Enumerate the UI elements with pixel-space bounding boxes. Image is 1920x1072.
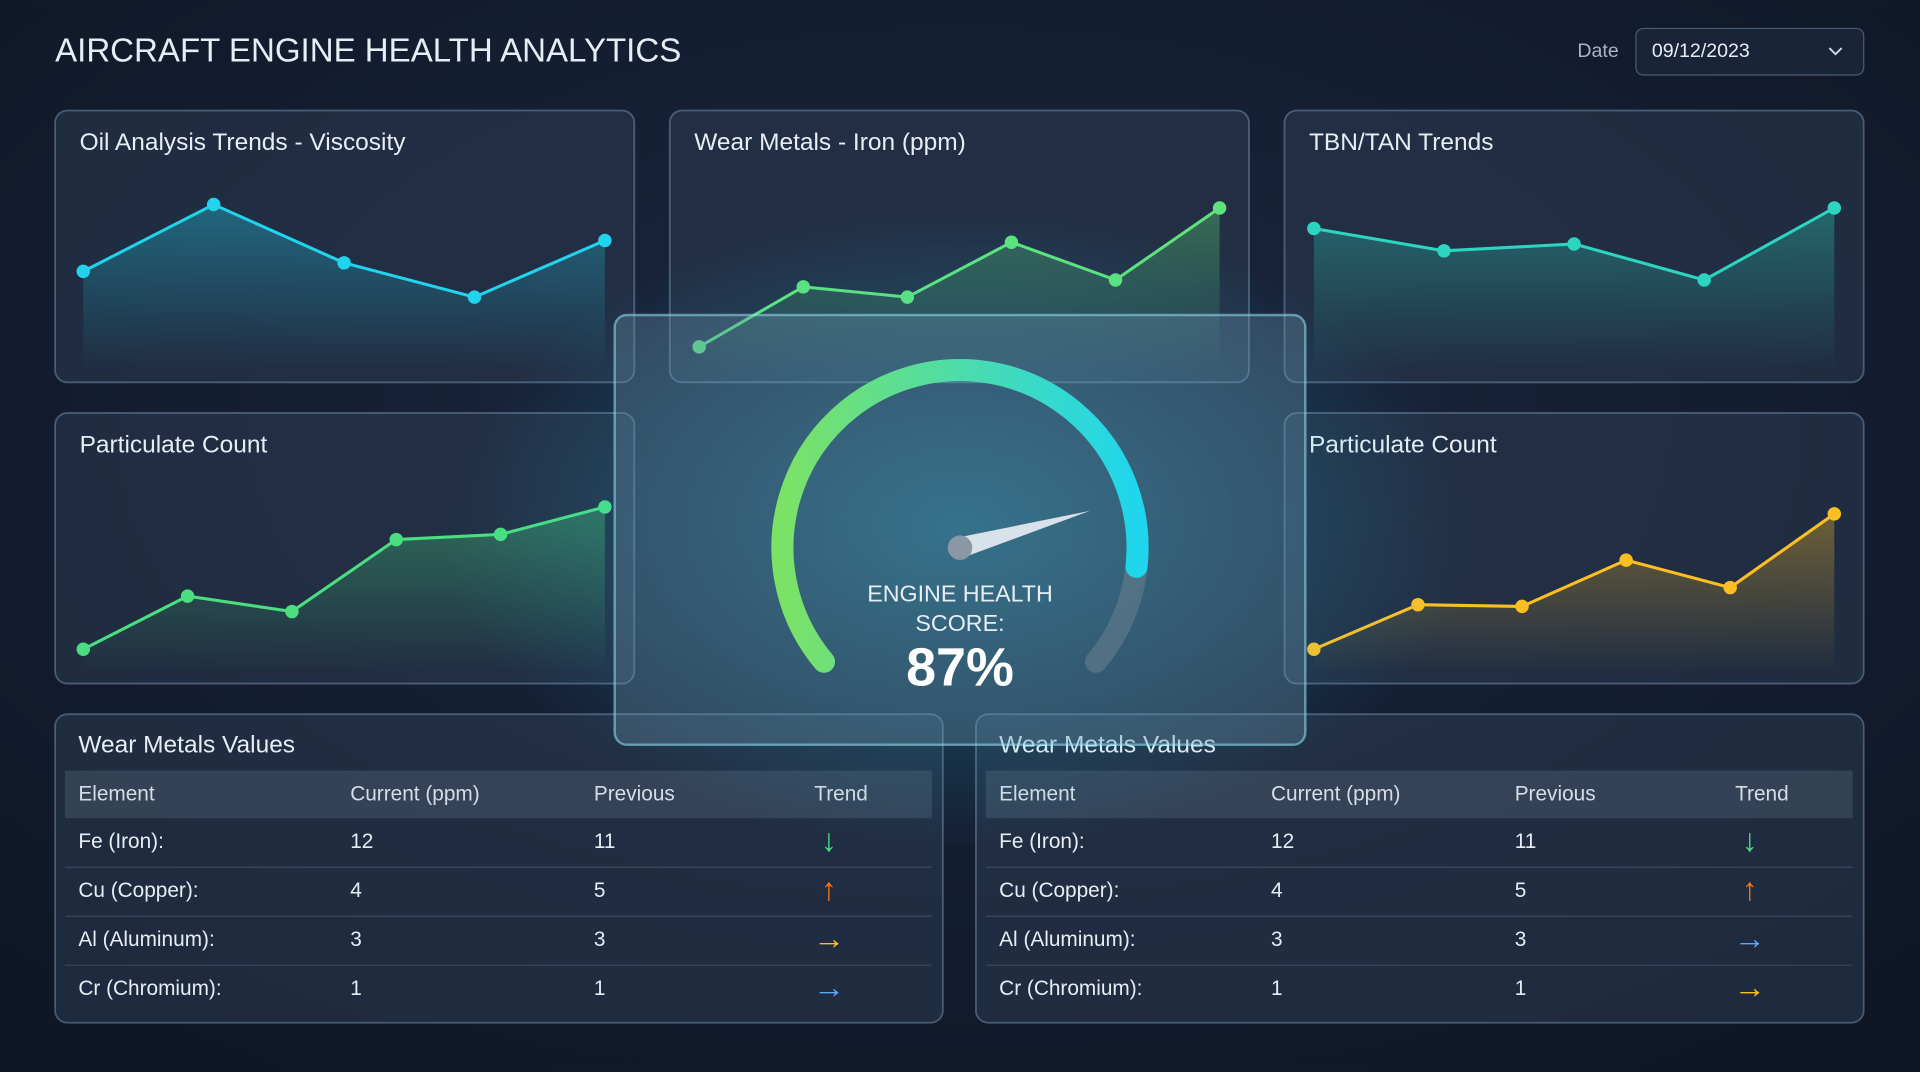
table-cell: 1: [1271, 977, 1283, 1000]
trend-arrow: →: [813, 920, 845, 956]
point: [1307, 221, 1321, 236]
date-dropdown[interactable]: [1635, 27, 1865, 76]
table-cell: 3: [1271, 928, 1283, 951]
point: [1827, 507, 1842, 521]
table-cell: Cu (Copper):: [78, 879, 198, 902]
trend-arrow: →: [1734, 920, 1766, 956]
chart-title: Wear Metals - Iron (ppm): [694, 129, 966, 156]
trend-arrow: →: [1734, 969, 1766, 1005]
point: [1723, 580, 1737, 595]
table-cell: 5: [594, 879, 606, 902]
point: [285, 604, 299, 619]
table-cell: 1: [350, 977, 362, 1000]
chart-title: TBN/TAN Trends: [1309, 129, 1493, 156]
table-cell: 12: [350, 830, 373, 853]
table-cell: 3: [350, 928, 362, 951]
area: [1313, 207, 1835, 371]
gauge-needle: [956, 510, 1090, 558]
page-title: AIRCRAFT ENGINE HEALTH ANALYTICS: [55, 33, 681, 70]
trend-arrow: ↓: [1742, 822, 1758, 858]
gauge-value: 87%: [906, 638, 1014, 698]
chart-title: Particulate Count: [80, 431, 268, 458]
table-cell: Fe (Iron):: [78, 830, 164, 853]
table-cell: Cu (Copper):: [999, 879, 1119, 902]
point: [1827, 201, 1842, 215]
point: [1212, 201, 1227, 215]
column-header: Current (ppm): [1271, 782, 1400, 805]
gauge-panel: [613, 313, 1307, 746]
date-value[interactable]: 09/12/2023: [1652, 40, 1750, 62]
table-cell: 11: [594, 830, 616, 853]
table-cell: 1: [594, 977, 606, 1000]
point: [1619, 553, 1633, 567]
table-cell: 12: [1271, 830, 1294, 853]
table-cell: 1: [1515, 977, 1527, 1000]
gauge: ENGINE HEALTH SCORE:87%: [771, 359, 1149, 698]
needle-hub: [947, 535, 973, 560]
point: [1567, 237, 1581, 251]
point: [1515, 599, 1529, 614]
column-header: Previous: [594, 782, 675, 805]
table-cell: Cr (Chromium):: [78, 977, 221, 1000]
point: [76, 642, 90, 656]
date-label: Date: [1577, 40, 1618, 62]
table-cell: 5: [1515, 879, 1527, 902]
gauge-glow: [445, 210, 1475, 848]
trend-arrow: ↑: [821, 871, 837, 907]
point: [337, 256, 351, 270]
point: [467, 290, 482, 304]
column-header: Previous: [1515, 782, 1596, 805]
table-cell: 4: [1271, 879, 1283, 902]
table-cell: 4: [350, 879, 362, 902]
point: [76, 264, 90, 279]
table-cell: 11: [1515, 830, 1537, 853]
point: [389, 532, 403, 547]
point: [1697, 273, 1711, 287]
table-cell: 3: [594, 928, 606, 951]
table-cell: 3: [1515, 928, 1527, 951]
table-cell: Cr (Chromium):: [999, 977, 1142, 1000]
dropdown-chevron[interactable]: [1828, 47, 1843, 56]
area: [83, 204, 605, 371]
gauge-label: SCORE:: [915, 610, 1004, 636]
trend-arrow: →: [813, 969, 845, 1005]
point: [598, 233, 612, 248]
gauge-value-arc: [771, 359, 1149, 673]
point: [206, 197, 221, 212]
table-title: Wear Metals Values: [78, 731, 295, 758]
chart-title: Oil Analysis Trends - Viscosity: [80, 129, 407, 156]
table-cell: Al (Aluminum):: [999, 928, 1135, 951]
column-header: Trend: [1735, 782, 1789, 805]
point: [1437, 244, 1451, 258]
column-header: Current (ppm): [350, 782, 479, 805]
point: [180, 589, 195, 603]
column-header: Element: [78, 782, 155, 805]
trend-arrow: ↑: [1742, 871, 1758, 907]
table-cell: Al (Aluminum):: [78, 928, 214, 951]
gauge-label: ENGINE HEALTH: [867, 581, 1053, 607]
